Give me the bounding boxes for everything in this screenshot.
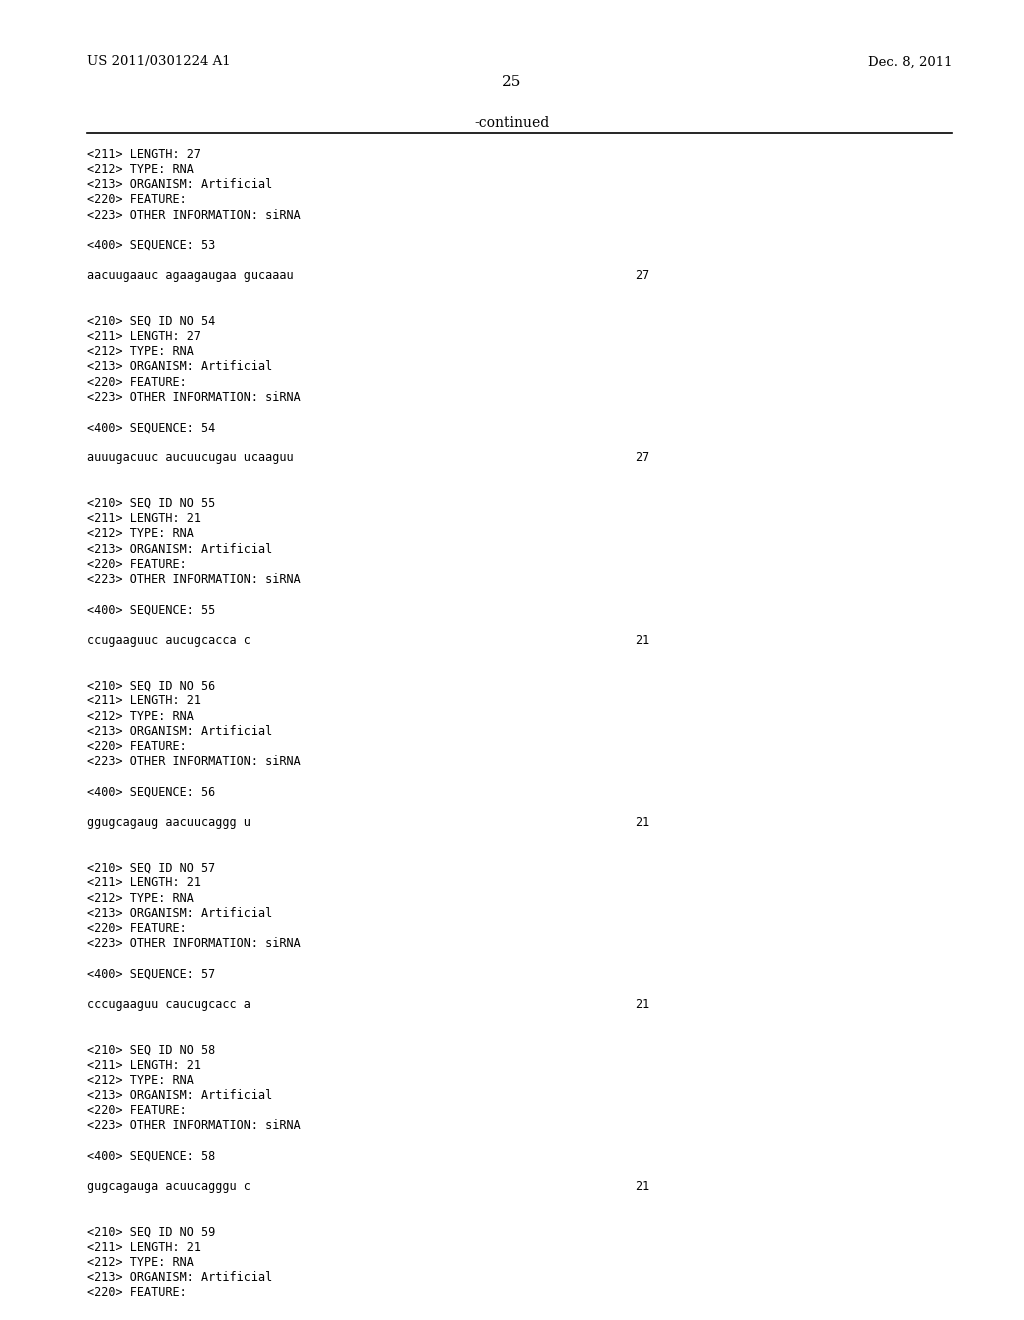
- Text: <220> FEATURE:: <220> FEATURE:: [87, 1286, 186, 1299]
- Text: <210> SEQ ID NO 56: <210> SEQ ID NO 56: [87, 678, 215, 692]
- Text: <220> FEATURE:: <220> FEATURE:: [87, 1104, 186, 1117]
- Text: <223> OTHER INFORMATION: siRNA: <223> OTHER INFORMATION: siRNA: [87, 937, 301, 950]
- Text: ccugaaguuc aucugcacca c: ccugaaguuc aucugcacca c: [87, 634, 251, 647]
- Text: auuugacuuc aucuucugau ucaaguu: auuugacuuc aucuucugau ucaaguu: [87, 451, 294, 465]
- Text: <211> LENGTH: 27: <211> LENGTH: 27: [87, 330, 201, 343]
- Text: <213> ORGANISM: Artificial: <213> ORGANISM: Artificial: [87, 178, 272, 191]
- Text: <213> ORGANISM: Artificial: <213> ORGANISM: Artificial: [87, 725, 272, 738]
- Text: <400> SEQUENCE: 56: <400> SEQUENCE: 56: [87, 785, 215, 799]
- Text: <223> OTHER INFORMATION: siRNA: <223> OTHER INFORMATION: siRNA: [87, 755, 301, 768]
- Text: <211> LENGTH: 27: <211> LENGTH: 27: [87, 148, 201, 161]
- Text: <211> LENGTH: 21: <211> LENGTH: 21: [87, 1059, 201, 1072]
- Text: 21: 21: [635, 634, 649, 647]
- Text: Dec. 8, 2011: Dec. 8, 2011: [867, 55, 952, 69]
- Text: <213> ORGANISM: Artificial: <213> ORGANISM: Artificial: [87, 907, 272, 920]
- Text: <212> TYPE: RNA: <212> TYPE: RNA: [87, 710, 194, 722]
- Text: gugcagauga acuucagggu c: gugcagauga acuucagggu c: [87, 1180, 251, 1193]
- Text: <212> TYPE: RNA: <212> TYPE: RNA: [87, 162, 194, 176]
- Text: 21: 21: [635, 816, 649, 829]
- Text: <213> ORGANISM: Artificial: <213> ORGANISM: Artificial: [87, 1271, 272, 1284]
- Text: <220> FEATURE:: <220> FEATURE:: [87, 557, 186, 570]
- Text: <211> LENGTH: 21: <211> LENGTH: 21: [87, 876, 201, 890]
- Text: <400> SEQUENCE: 55: <400> SEQUENCE: 55: [87, 603, 215, 616]
- Text: <400> SEQUENCE: 58: <400> SEQUENCE: 58: [87, 1150, 215, 1163]
- Text: <220> FEATURE:: <220> FEATURE:: [87, 921, 186, 935]
- Text: ggugcagaug aacuucaggg u: ggugcagaug aacuucaggg u: [87, 816, 251, 829]
- Text: -continued: -continued: [474, 116, 550, 131]
- Text: <213> ORGANISM: Artificial: <213> ORGANISM: Artificial: [87, 1089, 272, 1102]
- Text: <212> TYPE: RNA: <212> TYPE: RNA: [87, 527, 194, 540]
- Text: 25: 25: [503, 75, 521, 90]
- Text: US 2011/0301224 A1: US 2011/0301224 A1: [87, 55, 230, 69]
- Text: <400> SEQUENCE: 54: <400> SEQUENCE: 54: [87, 421, 215, 434]
- Text: <210> SEQ ID NO 57: <210> SEQ ID NO 57: [87, 861, 215, 874]
- Text: 27: 27: [635, 451, 649, 465]
- Text: aacuugaauc agaagaugaa gucaaau: aacuugaauc agaagaugaa gucaaau: [87, 269, 294, 282]
- Text: <223> OTHER INFORMATION: siRNA: <223> OTHER INFORMATION: siRNA: [87, 573, 301, 586]
- Text: <223> OTHER INFORMATION: siRNA: <223> OTHER INFORMATION: siRNA: [87, 391, 301, 404]
- Text: 27: 27: [635, 269, 649, 282]
- Text: <220> FEATURE:: <220> FEATURE:: [87, 193, 186, 206]
- Text: <213> ORGANISM: Artificial: <213> ORGANISM: Artificial: [87, 360, 272, 374]
- Text: cccugaaguu caucugcacc a: cccugaaguu caucugcacc a: [87, 998, 251, 1011]
- Text: <210> SEQ ID NO 55: <210> SEQ ID NO 55: [87, 498, 215, 510]
- Text: 21: 21: [635, 998, 649, 1011]
- Text: <212> TYPE: RNA: <212> TYPE: RNA: [87, 1257, 194, 1269]
- Text: <210> SEQ ID NO 59: <210> SEQ ID NO 59: [87, 1225, 215, 1238]
- Text: <220> FEATURE:: <220> FEATURE:: [87, 739, 186, 752]
- Text: <223> OTHER INFORMATION: siRNA: <223> OTHER INFORMATION: siRNA: [87, 1119, 301, 1133]
- Text: <210> SEQ ID NO 54: <210> SEQ ID NO 54: [87, 314, 215, 327]
- Text: <211> LENGTH: 21: <211> LENGTH: 21: [87, 694, 201, 708]
- Text: <213> ORGANISM: Artificial: <213> ORGANISM: Artificial: [87, 543, 272, 556]
- Text: <211> LENGTH: 21: <211> LENGTH: 21: [87, 1241, 201, 1254]
- Text: <223> OTHER INFORMATION: siRNA: <223> OTHER INFORMATION: siRNA: [87, 209, 301, 222]
- Text: <212> TYPE: RNA: <212> TYPE: RNA: [87, 1074, 194, 1086]
- Text: <400> SEQUENCE: 57: <400> SEQUENCE: 57: [87, 968, 215, 981]
- Text: <212> TYPE: RNA: <212> TYPE: RNA: [87, 892, 194, 904]
- Text: <212> TYPE: RNA: <212> TYPE: RNA: [87, 345, 194, 358]
- Text: <211> LENGTH: 21: <211> LENGTH: 21: [87, 512, 201, 525]
- Text: <210> SEQ ID NO 58: <210> SEQ ID NO 58: [87, 1043, 215, 1056]
- Text: <220> FEATURE:: <220> FEATURE:: [87, 375, 186, 388]
- Text: 21: 21: [635, 1180, 649, 1193]
- Text: <400> SEQUENCE: 53: <400> SEQUENCE: 53: [87, 239, 215, 252]
